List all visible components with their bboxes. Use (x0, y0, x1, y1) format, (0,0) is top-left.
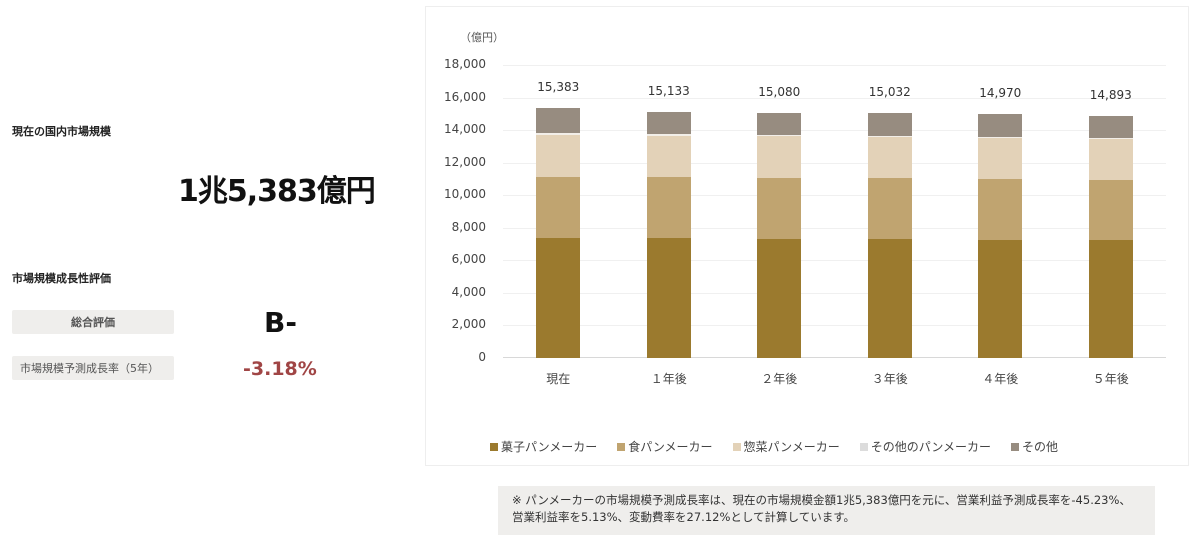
bar-segment[interactable] (978, 138, 1023, 180)
bar-segment[interactable] (1088, 115, 1133, 138)
x-tick-label: ３年後 (871, 372, 908, 386)
growth-rate-value: -3.18% (243, 358, 317, 380)
bar-total-label: 14,970 (979, 86, 1022, 101)
bar-total-label: 15,032 (868, 85, 911, 100)
x-axis-line (503, 357, 1166, 358)
bar-segment[interactable] (1088, 180, 1133, 241)
legend-item[interactable]: その他 (1011, 438, 1058, 455)
bar-segment[interactable] (536, 134, 581, 177)
bar-segment[interactable] (757, 112, 802, 135)
y-tick-label: 8,000 (451, 219, 486, 234)
bar-stack[interactable] (646, 111, 691, 358)
bar-segment[interactable] (646, 111, 691, 135)
x-tick-label: １年後 (650, 372, 687, 386)
legend-swatch-icon (732, 442, 741, 451)
bar-segment[interactable] (757, 134, 802, 137)
x-tick-label: 現在 (546, 372, 571, 386)
legend-swatch-icon (490, 442, 498, 451)
growth-rate-label: 市場規模予測成長率（5年） (12, 356, 174, 380)
bar-segment[interactable] (646, 134, 691, 136)
x-tick-label: ２年後 (761, 372, 798, 386)
legend-swatch-icon (617, 442, 626, 451)
gridline (503, 195, 1166, 197)
plot-area: 15,383 15,133 15,080 15,032 14,970 14,893 (503, 65, 1166, 358)
bar-total-label: 15,133 (647, 83, 690, 98)
y-tick-label: 18,000 (444, 57, 486, 71)
bar-segment[interactable] (757, 177, 802, 239)
y-tick-label: 4,000 (451, 284, 486, 299)
bar-stack[interactable] (978, 114, 1023, 358)
legend-swatch-icon (859, 442, 868, 451)
legend-item[interactable]: その他のパンメーカー (859, 438, 991, 455)
market-size-label: 現在の国内市場規模 (12, 125, 111, 138)
growth-eval-label: 市場規模成長性評価 (12, 272, 111, 285)
bar-stack[interactable] (1088, 115, 1133, 358)
legend-item[interactable]: 惣菜パンメーカー (732, 438, 840, 455)
legend-item[interactable]: 菓子パンメーカー (490, 438, 597, 455)
gridline (503, 260, 1166, 262)
bar-segment[interactable] (536, 176, 581, 239)
bar-segment[interactable] (978, 239, 1023, 358)
legend-label: その他 (1022, 440, 1059, 454)
gridline (503, 65, 1166, 66)
gridline (503, 325, 1166, 327)
legend-label: 惣菜パンメーカー (743, 440, 840, 454)
legend-label: その他のパンメーカー (870, 440, 991, 454)
gridline (503, 97, 1166, 99)
legend-label: 菓子パンメーカー (501, 440, 598, 454)
bar-stack[interactable] (757, 112, 802, 358)
bar-total-label: 15,383 (537, 79, 580, 94)
overall-eval-grade: B- (264, 306, 297, 339)
x-tick-label: ５年後 (1092, 372, 1129, 386)
bar-segment[interactable] (978, 136, 1023, 139)
bar-segment[interactable] (757, 238, 802, 358)
gridline (503, 162, 1166, 164)
bar-segment[interactable] (536, 132, 581, 135)
bar-segment[interactable] (867, 113, 912, 136)
bar-segment[interactable] (867, 135, 912, 138)
y-tick-label: 2,000 (451, 317, 486, 332)
bar-segment[interactable] (536, 107, 581, 133)
y-axis-unit: （億円） (460, 31, 504, 44)
bar-segment[interactable] (1088, 137, 1133, 140)
y-tick-label: 12,000 (444, 154, 486, 169)
gridline (503, 227, 1166, 229)
bar-segment[interactable] (978, 179, 1023, 240)
bar-segment[interactable] (867, 178, 912, 240)
overall-eval-label: 総合評価 (12, 310, 174, 334)
legend-item[interactable]: 食パンメーカー (617, 438, 713, 455)
bar-segment[interactable] (646, 238, 691, 358)
y-tick-label: 14,000 (444, 122, 486, 137)
y-tick-label: 10,000 (444, 187, 486, 202)
chart-legend: 菓子パンメーカー 食パンメーカー 惣菜パンメーカー その他のパンメーカー その他 (490, 438, 1058, 455)
bar-segment[interactable] (1088, 139, 1133, 181)
bar-stack[interactable] (867, 113, 912, 358)
y-tick-label: 0 (478, 350, 486, 364)
y-tick-label: 6,000 (451, 252, 486, 267)
bar-total-label: 14,893 (1089, 87, 1132, 102)
bar-stack[interactable] (536, 107, 581, 358)
x-tick-label: ４年後 (982, 372, 1019, 386)
bar-segment[interactable] (536, 238, 581, 358)
bar-segment[interactable] (1088, 240, 1133, 358)
market-size-value: 1兆5,383億円 (178, 174, 376, 209)
gridline (503, 130, 1166, 132)
gridline (503, 292, 1166, 294)
y-tick-label: 16,000 (444, 89, 486, 104)
bar-segment[interactable] (757, 136, 802, 178)
bar-segment[interactable] (867, 239, 912, 358)
bar-segment[interactable] (978, 114, 1023, 137)
legend-swatch-icon (1011, 442, 1019, 451)
bar-total-label: 15,080 (758, 84, 801, 99)
bar-segment[interactable] (646, 135, 691, 178)
bar-segment[interactable] (646, 177, 691, 239)
footnote: ※ パンメーカーの市場規模予測成長率は、現在の市場規模金額1兆5,383億円を元… (498, 486, 1155, 535)
bar-segment[interactable] (867, 137, 912, 179)
summary-panel: 現在の国内市場規模 1兆5,383億円 市場規模成長性評価 総合評価 B- 市場… (0, 0, 420, 541)
legend-label: 食パンメーカー (628, 440, 713, 454)
